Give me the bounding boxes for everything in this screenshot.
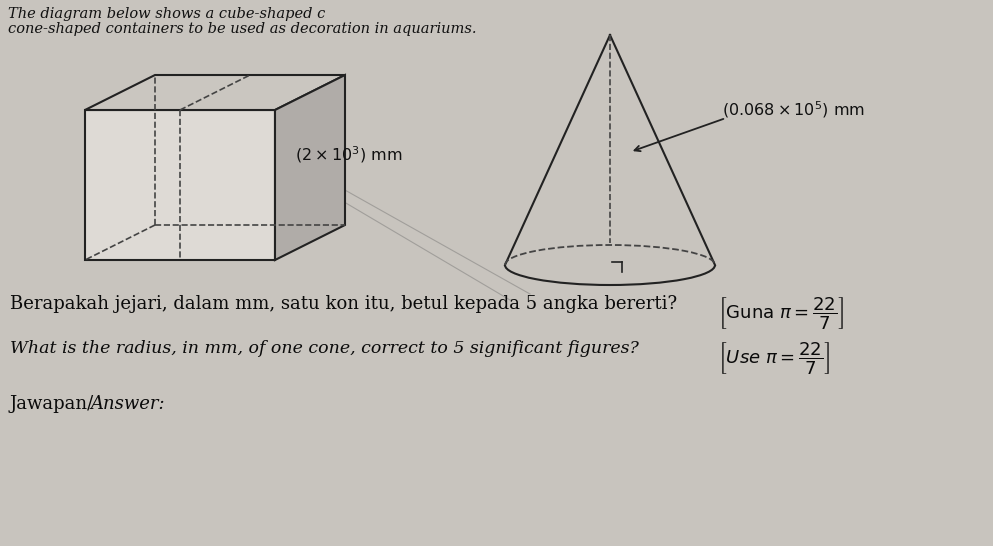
Text: The diagram below shows a cube-shaped c: The diagram below shows a cube-shaped c (8, 7, 326, 21)
Text: $(2 \times 10^3)$ mm: $(2 \times 10^3)$ mm (295, 145, 402, 165)
Polygon shape (275, 75, 345, 260)
Text: Jawapan/: Jawapan/ (10, 395, 94, 413)
Polygon shape (85, 75, 345, 110)
Text: $(0.068 \times 10^5)$ mm: $(0.068 \times 10^5)$ mm (722, 100, 865, 120)
Text: Berapakah jejari, dalam mm, satu kon itu, betul kepada 5 angka bererti?: Berapakah jejari, dalam mm, satu kon itu… (10, 295, 677, 313)
Text: $\left[\mathrm{Guna}\ \pi = \dfrac{22}{7}\right]$: $\left[\mathrm{Guna}\ \pi = \dfrac{22}{7… (718, 295, 844, 331)
Text: $\left[Use\ \pi = \dfrac{22}{7}\right]$: $\left[Use\ \pi = \dfrac{22}{7}\right]$ (718, 340, 830, 376)
Text: What is the radius, in mm, of one cone, correct to 5 significant figures?: What is the radius, in mm, of one cone, … (10, 340, 638, 357)
Text: Answer:: Answer: (90, 395, 165, 413)
Polygon shape (85, 110, 275, 260)
Text: cone-shaped containers to be used as decoration in aquariums.: cone-shaped containers to be used as dec… (8, 22, 477, 36)
